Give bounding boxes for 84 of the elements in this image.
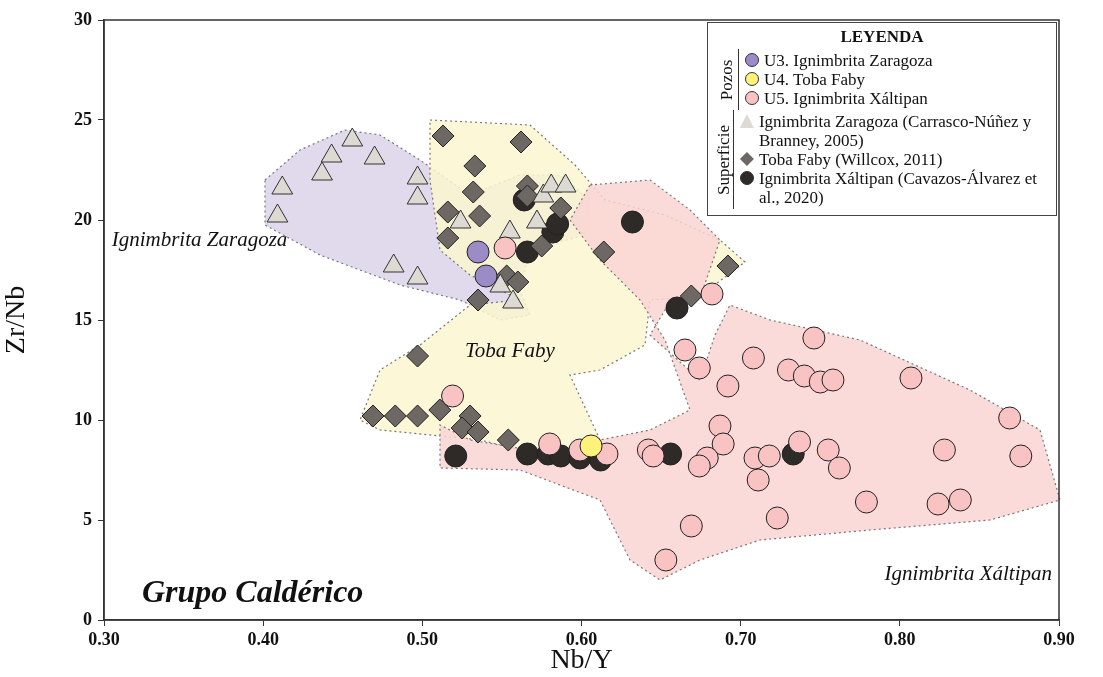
- point: [496, 428, 520, 452]
- point: [441, 384, 465, 408]
- point: [641, 444, 665, 468]
- point: [506, 270, 530, 294]
- point: [802, 326, 826, 350]
- point: [816, 438, 840, 462]
- legend-title: LEYENDA: [839, 27, 925, 47]
- legend-label: U5. Ignimbrita Xáltipan: [764, 89, 928, 108]
- point: [788, 430, 812, 454]
- x-tick-label: 0.50: [406, 629, 439, 650]
- point: [679, 514, 703, 538]
- x-tick-label: 0.30: [88, 629, 120, 650]
- point: [899, 366, 923, 390]
- point: [444, 444, 468, 468]
- y-tick-label: 10: [74, 408, 92, 429]
- annotation: Superficie: [714, 124, 735, 195]
- point: [998, 406, 1022, 430]
- point: [436, 200, 460, 224]
- text: Grupo Caldérico: [142, 573, 364, 610]
- point: [673, 338, 697, 362]
- point: [854, 490, 878, 514]
- point: [821, 368, 845, 392]
- point: [1009, 444, 1033, 468]
- y-tick-label: 15: [74, 308, 92, 329]
- point: [530, 234, 554, 258]
- y-tick-label: 0: [83, 608, 92, 629]
- point: [716, 254, 740, 278]
- point: [932, 438, 956, 462]
- point: [463, 154, 487, 178]
- x-tick-label: 0.90: [1043, 629, 1075, 650]
- point: [765, 506, 789, 530]
- point: [383, 404, 407, 428]
- point: [538, 432, 562, 456]
- point: [406, 404, 430, 428]
- point: [926, 492, 950, 516]
- point: [741, 346, 765, 370]
- point: [746, 468, 770, 492]
- x-tick-label: 0.80: [884, 629, 916, 650]
- point: [700, 282, 724, 306]
- point: [515, 442, 539, 466]
- point: [466, 240, 490, 264]
- point: [436, 226, 460, 250]
- point: [474, 264, 498, 288]
- point: [493, 236, 517, 260]
- legend-label: Toba Faby (Willcox, 2011): [758, 150, 943, 169]
- legend-label: Ignimbrita Xáltipan (Cavazos-Álvarez et al., 2020): [758, 169, 1038, 207]
- annotation: Ignimbrita Zaragoza: [110, 227, 288, 252]
- legend-label: U3. Ignimbrita Zaragoza: [764, 51, 933, 70]
- y-tick-label: 5: [83, 508, 92, 529]
- point: [592, 240, 616, 264]
- x-tick-label: 0.70: [724, 629, 757, 650]
- annotation: Toba Faby: [465, 337, 556, 362]
- point: [549, 196, 573, 220]
- point: [428, 398, 452, 422]
- y-tick-label: 25: [74, 108, 92, 129]
- point: [406, 344, 430, 368]
- point: [468, 204, 492, 228]
- point: [665, 296, 689, 320]
- point: [711, 432, 735, 456]
- point: [948, 488, 972, 512]
- point: [361, 404, 385, 428]
- point: [620, 210, 644, 234]
- point: [687, 454, 711, 478]
- y-tick-label: 30: [74, 8, 92, 29]
- point: [827, 456, 851, 480]
- point: [716, 374, 740, 398]
- point: [757, 444, 781, 468]
- point: [466, 288, 490, 312]
- legend-label: Ignimbrita Zaragoza (Carrasco-Núñez y Branney, 2005): [758, 112, 1033, 150]
- point: [579, 434, 603, 458]
- point: [431, 124, 455, 148]
- point: [450, 416, 474, 440]
- annotation: Ignimbrita Xáltipan: [883, 560, 1052, 585]
- y-tick-label: 20: [74, 208, 92, 229]
- point: [679, 284, 703, 308]
- annotation: Pozos: [717, 59, 737, 100]
- y-axis-title: Zr/Nb: [0, 285, 31, 355]
- point: [461, 180, 485, 204]
- point: [687, 356, 711, 380]
- point: [654, 548, 678, 572]
- point: [509, 130, 533, 154]
- legend-label: U4. Toba Faby: [764, 70, 865, 89]
- x-tick-label: 0.40: [247, 629, 279, 650]
- point: [466, 420, 490, 444]
